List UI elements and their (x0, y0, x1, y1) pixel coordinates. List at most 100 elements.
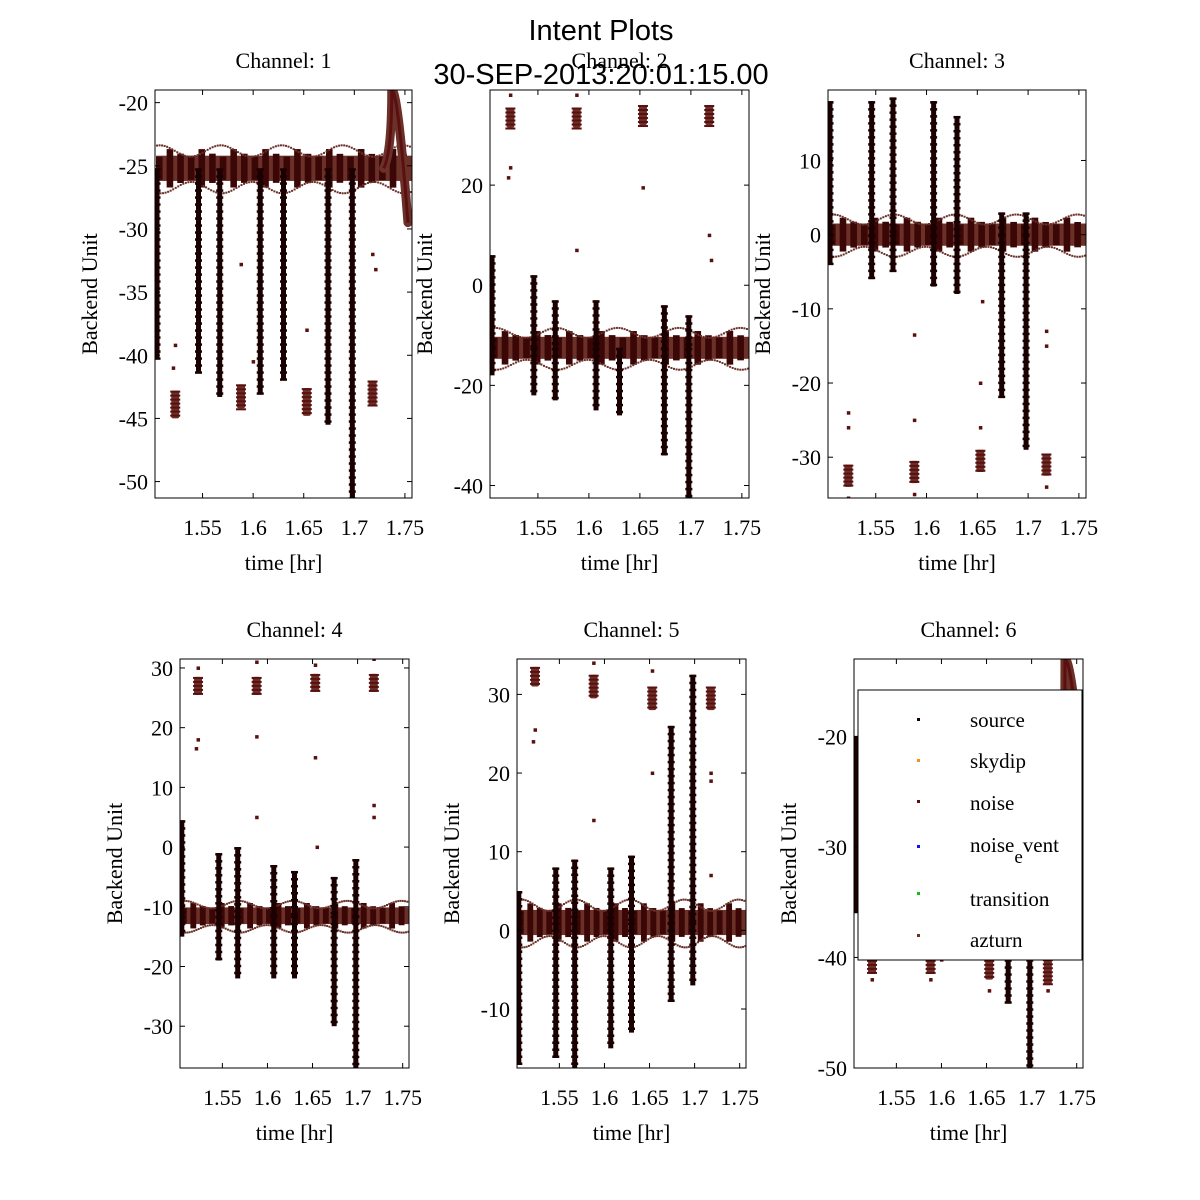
band-edge-point (700, 906, 703, 909)
band-edge-point (307, 155, 310, 158)
spike-point (280, 343, 287, 346)
band-edge-point (901, 254, 904, 257)
band-edge-point (268, 906, 271, 909)
spike-point (216, 252, 224, 255)
band-edge-point (365, 154, 368, 157)
y-tick-label: 10 (488, 840, 510, 865)
band-edge-point (544, 909, 547, 912)
y-tick-label: -30 (144, 1014, 173, 1039)
cluster-point (984, 959, 995, 962)
spike-point (828, 255, 834, 259)
spike-point (868, 115, 876, 118)
spike-point (667, 992, 675, 995)
spike-point (689, 786, 697, 790)
band-edge-point (995, 247, 998, 250)
band-edge-point (864, 223, 867, 226)
spike-point (592, 403, 600, 407)
legend-label-noise-event: noiseevent (970, 833, 1059, 868)
legend-entry-noise: noise (917, 791, 1014, 815)
band-edge-point (291, 189, 294, 192)
band-edge-point (188, 155, 191, 158)
spike-point (667, 985, 675, 988)
band-edge-point (401, 899, 404, 902)
band-edge-point (849, 219, 852, 222)
band-segment (357, 149, 365, 188)
band-edge-point (369, 181, 372, 184)
band-edge-point (316, 907, 319, 910)
spike-point (685, 315, 693, 318)
band-edge-point (874, 220, 877, 223)
band-edge-point (697, 333, 700, 336)
band-edge-point (326, 925, 329, 928)
spike-point (195, 224, 203, 227)
spike-point (616, 389, 623, 393)
spike-point (868, 150, 876, 153)
spike (572, 922, 578, 1068)
spike-point (667, 900, 675, 904)
band-edge-point (582, 944, 585, 947)
band-edge-point (225, 191, 228, 194)
spike-point (1022, 332, 1030, 336)
spike-point (868, 241, 876, 245)
band-edge-point (575, 334, 578, 337)
band-segment (285, 906, 291, 926)
cluster-point (637, 121, 648, 124)
spike-point (155, 273, 161, 276)
legend-box (857, 689, 1083, 961)
band-edge-point (191, 155, 194, 158)
spike-point (689, 737, 697, 741)
spike-point (330, 943, 338, 947)
scatter-point (592, 661, 596, 665)
spike-point (592, 321, 600, 324)
band-edge-point (572, 332, 575, 335)
cluster-point (1042, 971, 1053, 974)
band-edge-point (548, 935, 551, 938)
spike-point (854, 750, 860, 753)
spike-point (689, 702, 697, 706)
spike-point (854, 910, 860, 913)
spike-point (490, 276, 496, 279)
spike-point (868, 192, 876, 195)
band-edge-point (313, 181, 316, 184)
band-edge-point (1066, 252, 1069, 255)
band-edge-point (225, 902, 228, 905)
band-edge-point (205, 906, 208, 909)
spike-point (1026, 1036, 1034, 1039)
spike-point (628, 978, 635, 981)
spike-point (280, 315, 287, 318)
spike-point (689, 884, 697, 888)
x-axis-label: time [hr] (581, 550, 659, 575)
band-edge-point (249, 929, 252, 932)
band-edge-point (675, 900, 678, 903)
band-edge-point (1035, 248, 1038, 251)
cluster-point (867, 959, 878, 962)
spike-point (667, 767, 675, 771)
band-edge-point (186, 155, 189, 158)
band-edge-point (1076, 255, 1079, 258)
band-segment (565, 331, 573, 365)
panel-title: Channel: 5 (584, 617, 680, 642)
band-segment (593, 907, 600, 938)
band-edge-point (631, 331, 634, 334)
spike-point (270, 929, 278, 933)
spike-point (868, 136, 876, 139)
spike-point (234, 950, 242, 954)
spike-point (180, 827, 186, 830)
spike-point (667, 936, 675, 939)
band-edge-point (707, 909, 710, 912)
spike-point (155, 196, 161, 199)
band-edge-point (174, 186, 177, 189)
band-edge-point (620, 943, 623, 946)
cluster-point (301, 396, 312, 399)
band-edge-point (1084, 842, 1086, 844)
band-edge-point (576, 361, 579, 364)
legend-label-noise: noise (970, 791, 1014, 815)
spike-point (592, 342, 600, 345)
band-edge-point (580, 335, 583, 338)
spike-point (348, 203, 356, 206)
legend-label-source: source (970, 708, 1025, 732)
spike-point (348, 182, 356, 185)
spike-point (998, 255, 1006, 259)
spike-point (195, 210, 203, 213)
spike-point (256, 357, 264, 360)
